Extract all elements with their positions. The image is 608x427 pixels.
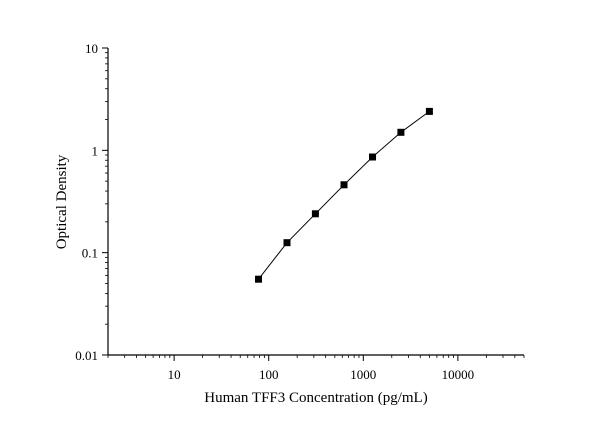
- data-point: [369, 153, 376, 161]
- y-tick-label: 10: [85, 41, 98, 56]
- x-tick-label: 10: [168, 367, 181, 382]
- y-tick-label: 1: [92, 143, 99, 158]
- x-tick-label: 100: [259, 367, 279, 382]
- x-axis-label: Human TFF3 Concentration (pg/mL): [204, 390, 427, 406]
- data-point: [397, 128, 405, 136]
- data-point: [425, 107, 433, 115]
- series-line: [258, 110, 430, 280]
- x-tick-label: 1000: [350, 367, 376, 382]
- x-tick-label: 10000: [442, 367, 475, 382]
- x-axis: 10 100 1000 10000: [107, 354, 525, 382]
- data-point: [255, 275, 262, 283]
- data-point: [311, 210, 319, 218]
- data-series: [255, 107, 433, 283]
- data-point: [340, 181, 348, 189]
- y-tick-label: 0.01: [75, 348, 98, 363]
- data-point: [283, 239, 291, 247]
- y-axis-label: Optical Density: [54, 154, 70, 249]
- y-tick-label: 0.1: [82, 246, 98, 261]
- y-axis: 0.01 0.1 1 10: [75, 41, 109, 363]
